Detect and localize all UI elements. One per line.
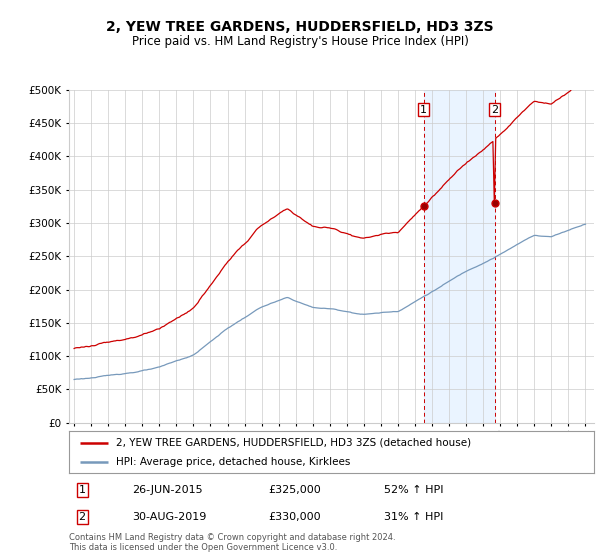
Text: 52% ↑ HPI: 52% ↑ HPI [384,485,443,495]
Text: 2: 2 [79,512,86,522]
Text: £330,000: £330,000 [269,512,321,522]
Text: 30-AUG-2019: 30-AUG-2019 [132,512,206,522]
Text: £325,000: £325,000 [269,485,321,495]
Text: Contains HM Land Registry data © Crown copyright and database right 2024.: Contains HM Land Registry data © Crown c… [69,533,395,542]
Text: 2, YEW TREE GARDENS, HUDDERSFIELD, HD3 3ZS: 2, YEW TREE GARDENS, HUDDERSFIELD, HD3 3… [106,20,494,34]
Bar [424,90,494,423]
Text: Price paid vs. HM Land Registry's House Price Index (HPI): Price paid vs. HM Land Registry's House … [131,35,469,48]
Text: 26-JUN-2015: 26-JUN-2015 [132,485,203,495]
Text: 31% ↑ HPI: 31% ↑ HPI [384,512,443,522]
Text: 1: 1 [420,105,427,115]
Text: 2: 2 [491,105,498,115]
Text: This data is licensed under the Open Government Licence v3.0.: This data is licensed under the Open Gov… [69,543,337,552]
Text: 1: 1 [79,485,86,495]
Text: 2, YEW TREE GARDENS, HUDDERSFIELD, HD3 3ZS (detached house): 2, YEW TREE GARDENS, HUDDERSFIELD, HD3 3… [116,437,472,447]
Text: HPI: Average price, detached house, Kirklees: HPI: Average price, detached house, Kirk… [116,457,350,467]
